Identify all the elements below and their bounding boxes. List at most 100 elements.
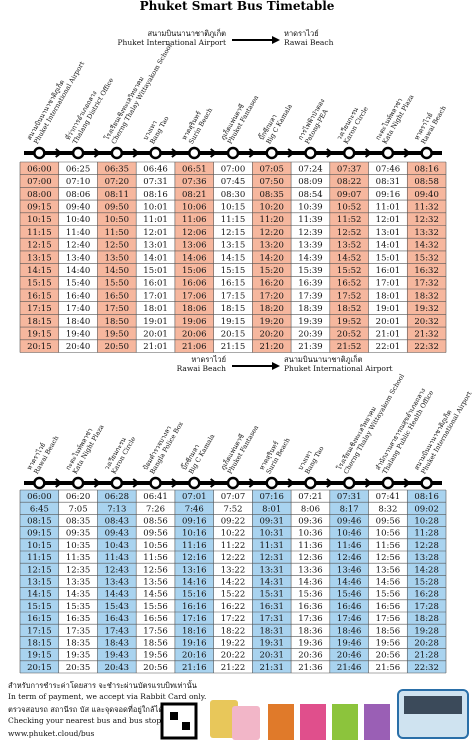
time-cell: 18:32 (414, 291, 439, 301)
time-cell: 20:52 (337, 329, 362, 339)
time-cell: 19:56 (143, 651, 168, 661)
direction-chevron (287, 148, 295, 158)
time-cell: 13:50 (105, 253, 130, 263)
time-cell: 14:43 (105, 590, 130, 600)
time-cell: 7:26 (146, 504, 165, 514)
time-cell: 19:15 (27, 329, 52, 339)
time-cell: 21:32 (414, 329, 439, 339)
time-cell: 10:28 (414, 517, 439, 527)
time-cell: 09:15 (27, 202, 52, 212)
direction-chevron (171, 148, 179, 158)
time-cell: 21:16 (182, 663, 207, 673)
time-cell: 16:50 (105, 291, 130, 301)
time-cell: 16:28 (414, 590, 439, 600)
time-cell: 13:40 (66, 253, 91, 263)
time-cell: 13:52 (337, 241, 362, 251)
time-cell: 08:15 (27, 517, 52, 527)
time-cell: 12:31 (259, 553, 284, 563)
time-cell: 7:05 (69, 504, 88, 514)
time-cell: 08:54 (298, 190, 323, 200)
time-cell: 07:00 (27, 177, 52, 187)
time-cell: 10:40 (66, 215, 91, 225)
time-cell: 15:35 (66, 602, 91, 612)
time-cell: 14:39 (298, 253, 323, 263)
route-to-th: หาดราไวย์ (284, 29, 319, 38)
time-cell: 18:50 (105, 317, 130, 327)
stop-dot (110, 146, 124, 160)
time-cell: 18:22 (221, 626, 246, 636)
time-cell: 18:35 (66, 639, 91, 649)
time-cell: 19:22 (221, 639, 246, 649)
time-cell: 21:56 (376, 663, 401, 673)
time-cell: 20:15 (27, 663, 52, 673)
time-cell: 17:56 (376, 614, 401, 624)
url: www.phuket.cloud/bus (8, 729, 95, 738)
time-cell: 19:56 (376, 639, 401, 649)
time-cell: 10:43 (105, 541, 130, 551)
stop-label: หาดสุรินทร์Surin Beach (180, 106, 214, 145)
time-cell: 10:56 (376, 529, 401, 539)
time-cell: 09:31 (259, 517, 284, 527)
time-cell: 19:01 (143, 317, 168, 327)
card (210, 700, 238, 738)
time-cell: 12:35 (66, 565, 91, 575)
time-cell: 13:15 (221, 241, 246, 251)
time-cell: 20:40 (66, 342, 91, 352)
page-title: Phuket Smart Bus Timetable (140, 0, 335, 13)
time-cell: 12:01 (376, 215, 401, 225)
time-cell: 17:20 (259, 291, 284, 301)
time-cell: 14:32 (414, 241, 439, 251)
time-cell: 12:56 (143, 565, 168, 575)
time-cell: 14:50 (105, 266, 130, 276)
column-bg (136, 162, 175, 353)
time-cell: 8:06 (301, 504, 320, 514)
route-to-th: สนามบินนานาชาติภูเก็ต (284, 354, 363, 364)
column-bg (174, 490, 214, 673)
time-cell: 09:36 (298, 517, 323, 527)
time-cell: 13:01 (376, 228, 401, 238)
time-cell: 15:52 (337, 266, 362, 276)
direction-chevron (364, 478, 373, 488)
time-cell: 8:32 (378, 504, 397, 514)
time-cell: 17:36 (298, 614, 323, 624)
time-cell: 12:20 (259, 228, 284, 238)
time-cell: 18:46 (337, 626, 362, 636)
time-cell: 12:16 (182, 553, 207, 563)
time-cell: 14:22 (221, 578, 246, 588)
time-cell: 15:06 (182, 266, 207, 276)
card (300, 704, 326, 740)
direction-chevron (287, 478, 295, 488)
time-cell: 20:32 (414, 317, 439, 327)
time-cell: 17:50 (105, 304, 130, 314)
card (268, 704, 294, 740)
time-cell: 08:35 (66, 517, 91, 527)
time-cell: 19:31 (259, 639, 284, 649)
time-cell: 20:35 (66, 663, 91, 673)
time-cell: 21:39 (298, 342, 323, 352)
time-cell: 18:28 (414, 614, 439, 624)
stop-dot (71, 476, 85, 490)
time-cell: 08:43 (105, 517, 130, 527)
column-bg (252, 490, 292, 673)
time-cell: 16:16 (182, 602, 207, 612)
time-cell: 06:46 (143, 164, 168, 174)
time-cell: 12:43 (105, 565, 130, 575)
time-cell: 19:52 (337, 317, 362, 327)
time-cell: 14:28 (414, 565, 439, 575)
time-cell: 15:43 (105, 602, 130, 612)
time-cell: 07:46 (376, 164, 401, 174)
time-cell: 19:32 (414, 304, 439, 314)
time-cell: 15:22 (221, 590, 246, 600)
time-cell: 13:15 (27, 578, 52, 588)
direction-chevron (93, 478, 102, 488)
time-cell: 16:15 (27, 614, 52, 624)
time-cell: 16:32 (414, 266, 439, 276)
time-cell: 21:36 (298, 663, 323, 673)
time-cell: 15:16 (182, 590, 207, 600)
time-cell: 13:28 (414, 553, 439, 563)
